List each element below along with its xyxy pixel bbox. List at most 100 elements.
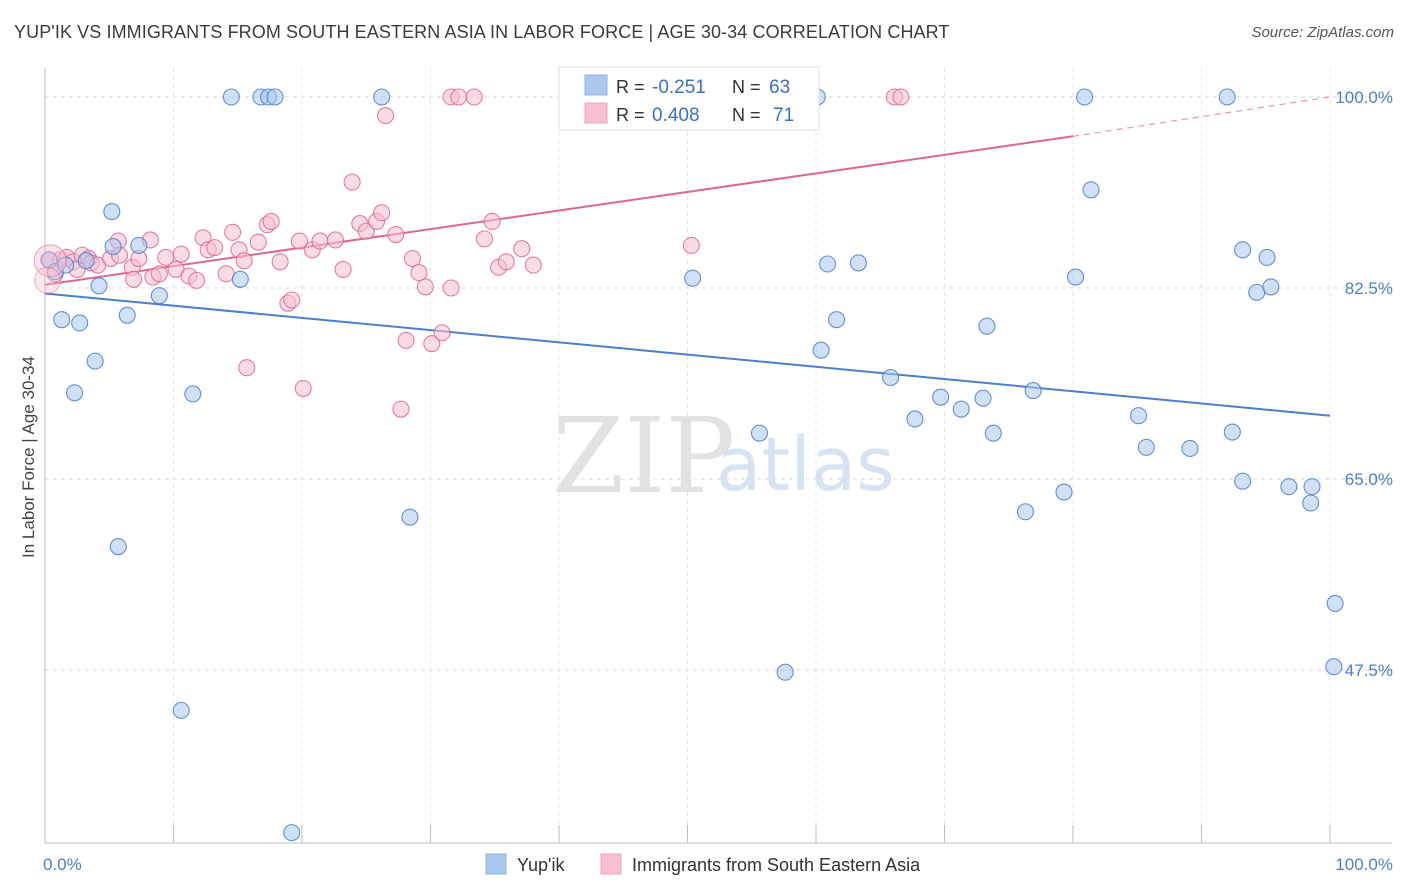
x-tick-label: 0.0%	[43, 855, 82, 874]
point-immigrants	[497, 253, 515, 271]
point-yupik	[1280, 478, 1298, 496]
y-tick-labels: 100.0% 82.5% 65.0% 47.5%	[1335, 88, 1393, 680]
point-yupik	[222, 88, 240, 106]
point-yupik	[172, 701, 190, 719]
point-yupik	[53, 311, 71, 329]
point-yupik	[1137, 438, 1155, 456]
source-label: Source: ZipAtlas.com	[1251, 24, 1394, 41]
point-yupik	[819, 255, 837, 273]
stats-r-value-1: -0.251	[652, 77, 706, 98]
point-yupik	[750, 424, 769, 442]
point-yupik	[130, 236, 148, 254]
point-yupik	[1067, 268, 1085, 286]
legend-swatch-immigrants	[600, 853, 622, 875]
point-immigrants	[249, 233, 267, 251]
point-yupik	[1218, 88, 1236, 106]
point-immigrants	[376, 107, 395, 125]
point-yupik	[776, 663, 794, 681]
point-yupik	[77, 252, 95, 270]
point-yupik	[266, 88, 284, 106]
point-yupik	[978, 317, 996, 335]
point-immigrants	[682, 236, 700, 254]
point-yupik	[1082, 181, 1100, 199]
point-immigrants	[326, 231, 344, 249]
point-yupik	[103, 203, 121, 221]
point-yupik	[1325, 658, 1343, 676]
point-yupik	[812, 341, 830, 359]
point-yupik	[71, 314, 89, 332]
point-immigrants	[188, 271, 206, 289]
stats-n-value-1: 63	[769, 77, 790, 98]
stats-n-label-1: N =	[732, 77, 761, 97]
point-immigrants	[483, 212, 501, 230]
point-immigrants	[311, 232, 329, 250]
point-yupik	[1181, 439, 1199, 457]
point-immigrants	[465, 88, 483, 106]
point-immigrants	[172, 245, 190, 263]
point-yupik	[184, 385, 202, 403]
point-immigrants-cluster	[34, 266, 62, 294]
legend-label-immigrants: Immigrants from South Eastern Asia	[632, 855, 921, 875]
point-yupik	[1302, 494, 1320, 512]
point-immigrants	[450, 88, 468, 106]
watermark-zip: ZIP	[552, 395, 735, 517]
stats-r-value-2: 0.408	[652, 105, 700, 126]
point-yupik	[932, 388, 950, 406]
point-immigrants	[403, 249, 422, 268]
point-immigrants	[271, 253, 289, 271]
data-points	[33, 88, 1344, 842]
gridlines	[45, 68, 1392, 843]
point-immigrants	[235, 252, 253, 270]
point-immigrants	[387, 225, 405, 244]
point-yupik	[1076, 88, 1094, 106]
point-immigrants	[357, 222, 375, 240]
x-tick-labels: 0.0% 100.0%	[43, 855, 1393, 874]
axes	[44, 68, 1392, 844]
point-yupik	[1258, 248, 1276, 266]
point-immigrants	[442, 279, 460, 297]
point-yupik	[1223, 423, 1241, 441]
point-yupik	[1326, 594, 1344, 612]
point-immigrants	[343, 173, 361, 191]
point-yupik	[118, 306, 136, 324]
point-yupik	[283, 824, 301, 842]
point-yupik	[952, 400, 970, 418]
point-immigrants	[283, 291, 301, 309]
point-immigrants	[125, 270, 143, 288]
point-yupik	[231, 270, 249, 288]
point-yupik	[150, 287, 168, 305]
point-yupik	[1129, 407, 1148, 425]
legend-swatch-yupik	[485, 853, 507, 875]
y-axis-label: In Labor Force | Age 30-34	[19, 356, 38, 558]
point-immigrants	[416, 278, 434, 296]
point-immigrants	[392, 400, 410, 418]
point-immigrants	[262, 212, 280, 230]
point-immigrants	[475, 230, 494, 248]
point-immigrants	[294, 379, 312, 397]
stats-legend-swatch-yupik	[584, 74, 608, 96]
point-immigrants	[513, 240, 531, 258]
point-yupik	[984, 424, 1002, 442]
point-immigrants	[397, 331, 415, 349]
y-tick-label: 47.5%	[1345, 661, 1393, 680]
point-immigrants	[423, 335, 441, 353]
stats-n-value-2: 71	[773, 105, 794, 126]
series-legend: Yup'ik Immigrants from South Eastern Asi…	[485, 853, 921, 875]
point-yupik	[86, 352, 104, 370]
point-yupik	[90, 277, 108, 295]
point-immigrants	[290, 232, 308, 250]
y-tick-label: 100.0%	[1335, 88, 1393, 107]
stats-n-label-2: N =	[732, 105, 761, 125]
point-yupik	[849, 254, 867, 272]
point-immigrants	[410, 264, 428, 282]
point-immigrants	[524, 256, 542, 274]
point-yupik	[109, 538, 127, 556]
point-yupik	[828, 311, 846, 329]
point-immigrants	[150, 265, 168, 283]
point-immigrants	[238, 359, 256, 377]
point-yupik	[684, 269, 702, 287]
point-yupik	[401, 508, 419, 526]
y-tick-label: 82.5%	[1345, 279, 1393, 298]
point-yupik	[1234, 241, 1252, 259]
